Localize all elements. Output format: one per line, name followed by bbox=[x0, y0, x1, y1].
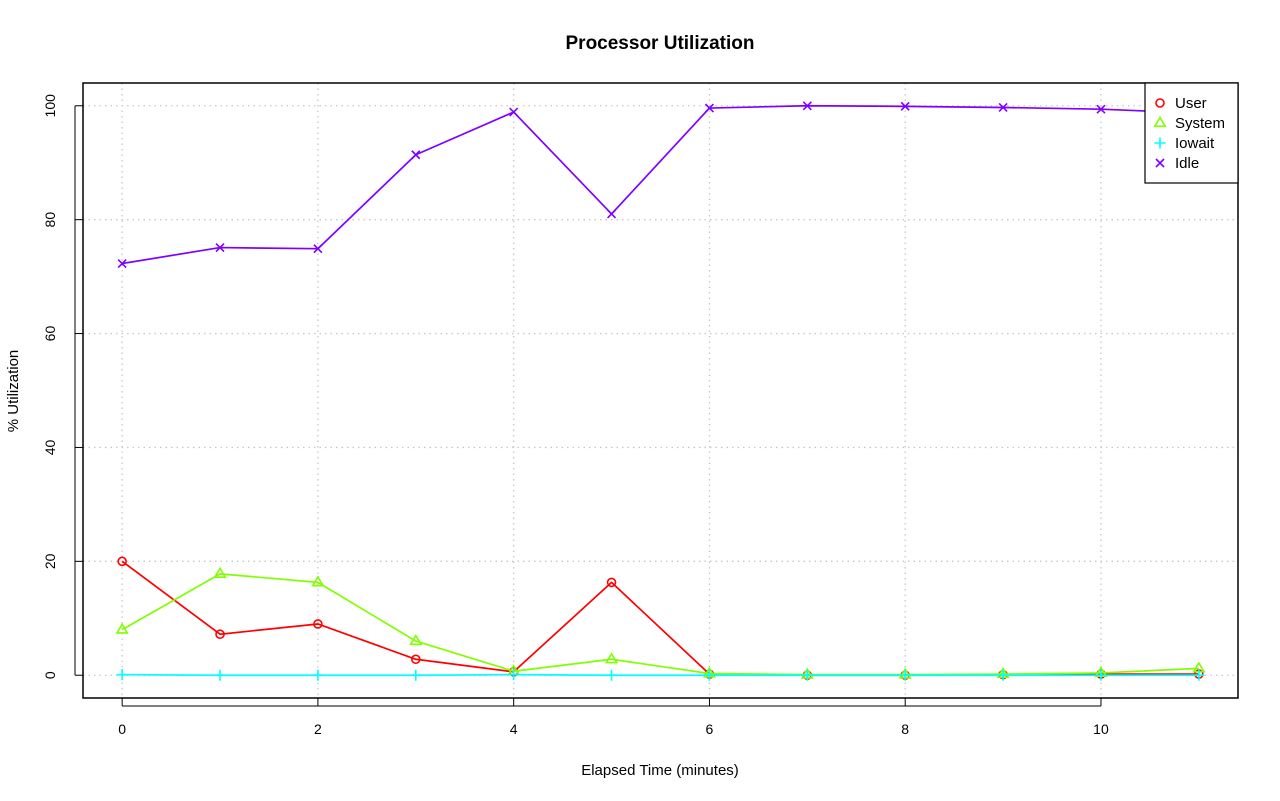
legend-label-system: System bbox=[1175, 115, 1225, 132]
data-point-idle bbox=[117, 258, 127, 269]
series-idle bbox=[117, 101, 1204, 269]
series-line-iowait bbox=[122, 673, 1199, 677]
x-axis: 0 2 4 6 8 10 bbox=[118, 698, 1109, 737]
data-point-iowait bbox=[1193, 669, 1205, 681]
data-point-user bbox=[117, 556, 127, 567]
legend-label-iowait: Iowait bbox=[1175, 135, 1215, 152]
legend-marker-system bbox=[1153, 115, 1167, 128]
series-user bbox=[117, 556, 1204, 681]
data-point-system bbox=[115, 622, 129, 634]
data-point-idle bbox=[900, 101, 910, 111]
x-tick-label: 8 bbox=[901, 721, 909, 737]
y-tick-label: 0 bbox=[42, 671, 58, 679]
x-tick-label: 0 bbox=[118, 721, 126, 737]
x-tick-label: 10 bbox=[1093, 721, 1109, 737]
data-point-idle bbox=[998, 102, 1008, 113]
series-system bbox=[115, 566, 1206, 679]
data-point-user bbox=[215, 629, 225, 640]
x-tick-label: 2 bbox=[314, 721, 322, 737]
series-line-system bbox=[121, 573, 1199, 676]
data-point-iowait bbox=[703, 669, 715, 681]
x-tick-label: 6 bbox=[706, 721, 714, 737]
data-point-iowait bbox=[997, 669, 1009, 681]
data-point-idle bbox=[606, 209, 617, 219]
chart-title: Processor Utilization bbox=[566, 33, 755, 54]
data-point-user bbox=[606, 577, 617, 588]
legend-label-user: User bbox=[1175, 95, 1207, 112]
data-point-iowait bbox=[899, 669, 911, 681]
y-tick-label: 20 bbox=[42, 553, 58, 569]
y-tick-label: 40 bbox=[42, 439, 58, 455]
legend: User System Iowait Idle bbox=[1144, 82, 1239, 184]
data-point-system bbox=[213, 566, 227, 578]
data-point-idle bbox=[509, 107, 519, 117]
data-point-system bbox=[604, 652, 619, 664]
grid bbox=[83, 83, 1238, 698]
data-point-idle bbox=[704, 103, 715, 113]
series-line-idle bbox=[122, 104, 1199, 265]
data-point-user bbox=[410, 654, 421, 665]
data-point-iowait bbox=[214, 669, 226, 681]
data-point-iowait bbox=[116, 669, 128, 681]
data-point-iowait bbox=[508, 669, 520, 681]
data-point-user bbox=[313, 619, 323, 629]
y-tick-label: 100 bbox=[42, 94, 58, 118]
data-point-iowait bbox=[410, 669, 422, 681]
y-axis-label: % Utilization bbox=[5, 350, 22, 433]
data-point-idle bbox=[411, 150, 421, 160]
legend-marker-iowait bbox=[1154, 137, 1166, 149]
data-point-iowait bbox=[606, 669, 618, 681]
legend-marker-idle bbox=[1155, 158, 1165, 168]
data-point-system bbox=[311, 575, 325, 587]
legend-label-idle: Idle bbox=[1175, 155, 1199, 172]
series-iowait bbox=[116, 669, 1205, 681]
x-tick-label: 4 bbox=[510, 721, 518, 737]
data-point-iowait bbox=[312, 669, 324, 681]
data-point-system bbox=[409, 633, 423, 646]
data-point-idle bbox=[1096, 104, 1106, 114]
legend-marker-user bbox=[1155, 98, 1165, 108]
data-point-idle bbox=[313, 244, 323, 254]
data-point-iowait bbox=[1095, 669, 1107, 681]
plot-frame bbox=[82, 82, 1239, 699]
data-point-idle bbox=[215, 243, 225, 253]
y-tick-label: 80 bbox=[42, 212, 58, 228]
x-axis-label: Elapsed Time (minutes) bbox=[581, 762, 739, 779]
data-point-idle bbox=[802, 101, 812, 111]
series-line-user bbox=[121, 560, 1199, 677]
y-axis: 0 20 40 60 80 100 bbox=[42, 94, 83, 679]
data-point-iowait bbox=[801, 669, 813, 681]
series-layer bbox=[115, 101, 1206, 681]
y-tick-label: 60 bbox=[42, 326, 58, 342]
